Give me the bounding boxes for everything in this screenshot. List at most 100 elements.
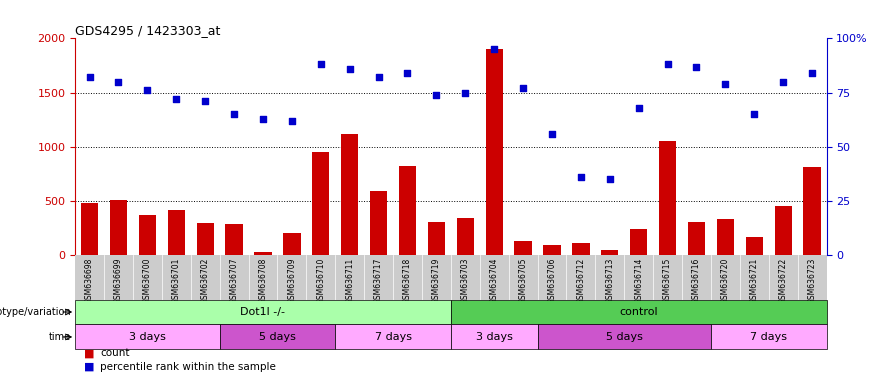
- Bar: [514, 241, 532, 255]
- Bar: [341, 134, 358, 255]
- Bar: [168, 210, 185, 255]
- Text: GSM636718: GSM636718: [403, 258, 412, 304]
- Point: [227, 111, 241, 118]
- Text: ■: ■: [84, 362, 95, 372]
- Text: 7 days: 7 days: [375, 332, 412, 342]
- Bar: [630, 229, 647, 255]
- Text: GSM636700: GSM636700: [143, 258, 152, 304]
- Point: [660, 61, 674, 68]
- Bar: [75, 300, 451, 324]
- Text: 3 days: 3 days: [129, 332, 166, 342]
- Bar: [81, 203, 98, 255]
- Point: [256, 116, 271, 122]
- Point: [632, 105, 646, 111]
- Bar: [428, 222, 445, 255]
- Text: GSM636709: GSM636709: [287, 258, 296, 304]
- Point: [343, 66, 357, 72]
- Bar: [370, 191, 387, 255]
- Point: [603, 176, 617, 182]
- Point: [516, 85, 530, 91]
- Text: GSM636708: GSM636708: [258, 258, 268, 304]
- Bar: [659, 141, 676, 255]
- Text: GSM636714: GSM636714: [634, 258, 644, 304]
- Point: [82, 74, 96, 81]
- Point: [141, 88, 155, 94]
- Text: GSM636698: GSM636698: [85, 258, 94, 304]
- Bar: [745, 237, 763, 255]
- Bar: [225, 224, 243, 255]
- Bar: [75, 324, 219, 349]
- Point: [400, 70, 415, 76]
- Text: 5 days: 5 days: [606, 332, 643, 342]
- Point: [776, 79, 790, 85]
- Text: time: time: [49, 332, 71, 342]
- Bar: [544, 245, 560, 255]
- Text: 5 days: 5 days: [259, 332, 296, 342]
- Point: [719, 81, 733, 87]
- Bar: [399, 166, 416, 255]
- Text: GSM636716: GSM636716: [692, 258, 701, 304]
- Point: [169, 96, 183, 102]
- Bar: [601, 250, 619, 255]
- Text: GSM636713: GSM636713: [606, 258, 614, 304]
- Point: [574, 174, 588, 180]
- Text: ■: ■: [84, 348, 95, 358]
- Point: [487, 46, 501, 52]
- Text: GSM636720: GSM636720: [720, 258, 730, 304]
- Bar: [485, 49, 503, 255]
- Bar: [219, 324, 335, 349]
- Text: GSM636715: GSM636715: [663, 258, 672, 304]
- Bar: [255, 252, 271, 255]
- Text: count: count: [100, 348, 129, 358]
- Bar: [196, 223, 214, 255]
- Text: GSM636705: GSM636705: [519, 258, 528, 304]
- Text: Dot1l -/-: Dot1l -/-: [240, 307, 286, 317]
- Text: GSM636722: GSM636722: [779, 258, 788, 304]
- Bar: [451, 300, 827, 324]
- Bar: [451, 324, 537, 349]
- Point: [314, 61, 328, 68]
- Point: [458, 89, 472, 96]
- Bar: [804, 167, 820, 255]
- Bar: [312, 152, 330, 255]
- Point: [198, 98, 212, 104]
- Text: GSM636702: GSM636702: [201, 258, 210, 304]
- Bar: [774, 206, 792, 255]
- Bar: [110, 200, 127, 255]
- Text: control: control: [620, 307, 658, 317]
- Text: GSM636706: GSM636706: [547, 258, 557, 304]
- Point: [111, 79, 126, 85]
- Text: GSM636717: GSM636717: [374, 258, 383, 304]
- Text: GSM636711: GSM636711: [345, 258, 354, 304]
- Text: GSM636723: GSM636723: [808, 258, 817, 304]
- Bar: [537, 324, 711, 349]
- Point: [285, 118, 299, 124]
- Bar: [457, 218, 474, 255]
- Text: 3 days: 3 days: [476, 332, 513, 342]
- Text: GSM636712: GSM636712: [576, 258, 585, 304]
- Text: GSM636707: GSM636707: [230, 258, 239, 304]
- Text: GSM636699: GSM636699: [114, 258, 123, 304]
- Bar: [139, 215, 156, 255]
- Text: GSM636704: GSM636704: [490, 258, 499, 304]
- Point: [747, 111, 761, 118]
- Point: [690, 63, 704, 70]
- Text: 7 days: 7 days: [751, 332, 788, 342]
- Point: [430, 92, 444, 98]
- Bar: [717, 219, 734, 255]
- Text: GSM636710: GSM636710: [316, 258, 325, 304]
- Text: GSM636703: GSM636703: [461, 258, 469, 304]
- Point: [805, 70, 819, 76]
- Bar: [688, 222, 705, 255]
- Bar: [572, 243, 590, 255]
- Text: GSM636721: GSM636721: [750, 258, 758, 304]
- Bar: [283, 233, 301, 255]
- Point: [371, 74, 385, 81]
- Bar: [335, 324, 451, 349]
- Point: [545, 131, 559, 137]
- Text: genotype/variation: genotype/variation: [0, 307, 71, 317]
- Text: GSM636701: GSM636701: [171, 258, 181, 304]
- Text: GSM636719: GSM636719: [432, 258, 441, 304]
- Text: GDS4295 / 1423303_at: GDS4295 / 1423303_at: [75, 24, 220, 37]
- Text: percentile rank within the sample: percentile rank within the sample: [100, 362, 276, 372]
